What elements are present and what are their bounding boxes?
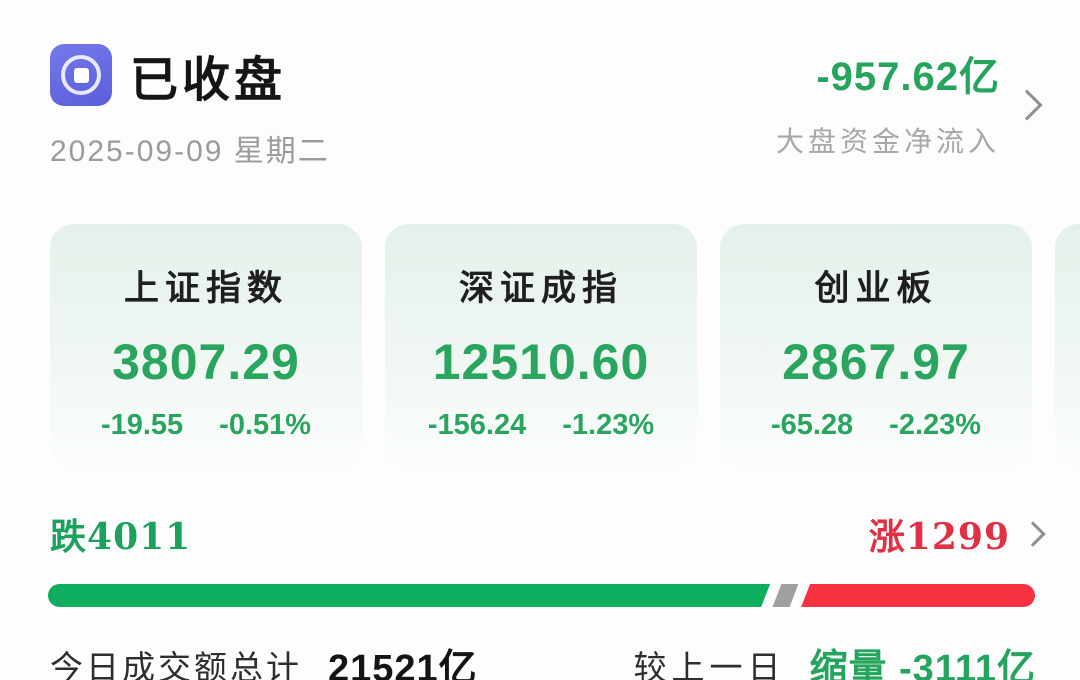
breadth-bar-decliners [48,584,770,607]
turnover-right: 较上一日 缩量 -3111亿 [633,637,1036,680]
turnover-label: 今日成交额总计 [50,647,302,680]
decliners-count: 跌4011 [50,516,192,558]
index-card-shanghai[interactable]: 上证指数 3807.29 -19.55 -0.51% [50,224,362,470]
coin-icon [50,44,112,106]
index-change-abs: -65.28 [770,409,854,441]
header-left: 已收盘 2025-09-09 星期二 [50,40,330,170]
index-card-chinext[interactable]: 创业板 2867.97 -65.28 -2.23% [720,224,1032,470]
coin-square [73,67,89,83]
net-inflow-value: -957.62亿 [816,55,1000,99]
advancers-wrap: 涨1299 [868,508,1046,560]
header: 已收盘 2025-09-09 星期二 -957.62亿 大盘资金净流入 [0,40,1080,170]
net-inflow-label: 大盘资金净流入 [775,125,1000,158]
chevron-right-icon[interactable] [1020,521,1046,547]
index-change-pct: -2.23% [889,409,982,441]
date-text: 2025-09-09 星期二 [50,135,330,168]
turnover-value: 21521亿 [328,648,478,680]
index-name: 创业板 [814,268,938,309]
index-change-abs: -19.55 [100,409,184,441]
title-line: 已收盘 [50,40,330,110]
turnover-left: 今日成交额总计 21521亿 [50,637,478,680]
index-change: -156.24 -1.23% [428,409,654,442]
market-status-title: 已收盘 [130,52,287,108]
index-value: 2867.97 [782,334,970,390]
net-inflow-block: -957.62亿 大盘资金净流入 [776,44,1000,160]
compare-value: 缩量 -3111亿 [809,648,1036,680]
coin-ring [61,55,101,95]
index-card-shenzhen[interactable]: 深证成指 12510.60 -156.24 -1.23% [385,224,697,470]
index-change-pct: -1.23% [562,409,655,441]
index-name: 上证指数 [123,268,288,309]
compare-label: 较上一日 [633,647,786,680]
turnover-row: 今日成交额总计 21521亿 较上一日 缩量 -3111亿 [0,637,1080,680]
index-change: -19.55 -0.51% [101,409,311,442]
advancers-count: 涨1299 [868,516,1010,558]
chevron-right-icon[interactable] [1011,89,1043,121]
index-change-pct: -0.51% [219,409,312,441]
net-inflow-link[interactable]: -957.62亿 大盘资金净流入 [776,44,1043,160]
index-name: 深证成指 [458,268,623,309]
index-value: 3807.29 [112,334,300,390]
index-value: 12510.60 [432,334,650,390]
index-card-partial[interactable] [1055,224,1080,470]
breadth-bar [48,584,1035,607]
breadth-bar-advancers [801,584,1035,607]
breadth-row[interactable]: 跌4011 涨1299 [0,508,1080,560]
index-change-abs: -156.24 [427,409,527,441]
index-cards-row: 上证指数 3807.29 -19.55 -0.51% 深证成指 12510.60… [50,224,1080,470]
index-change: -65.28 -2.23% [771,409,981,442]
